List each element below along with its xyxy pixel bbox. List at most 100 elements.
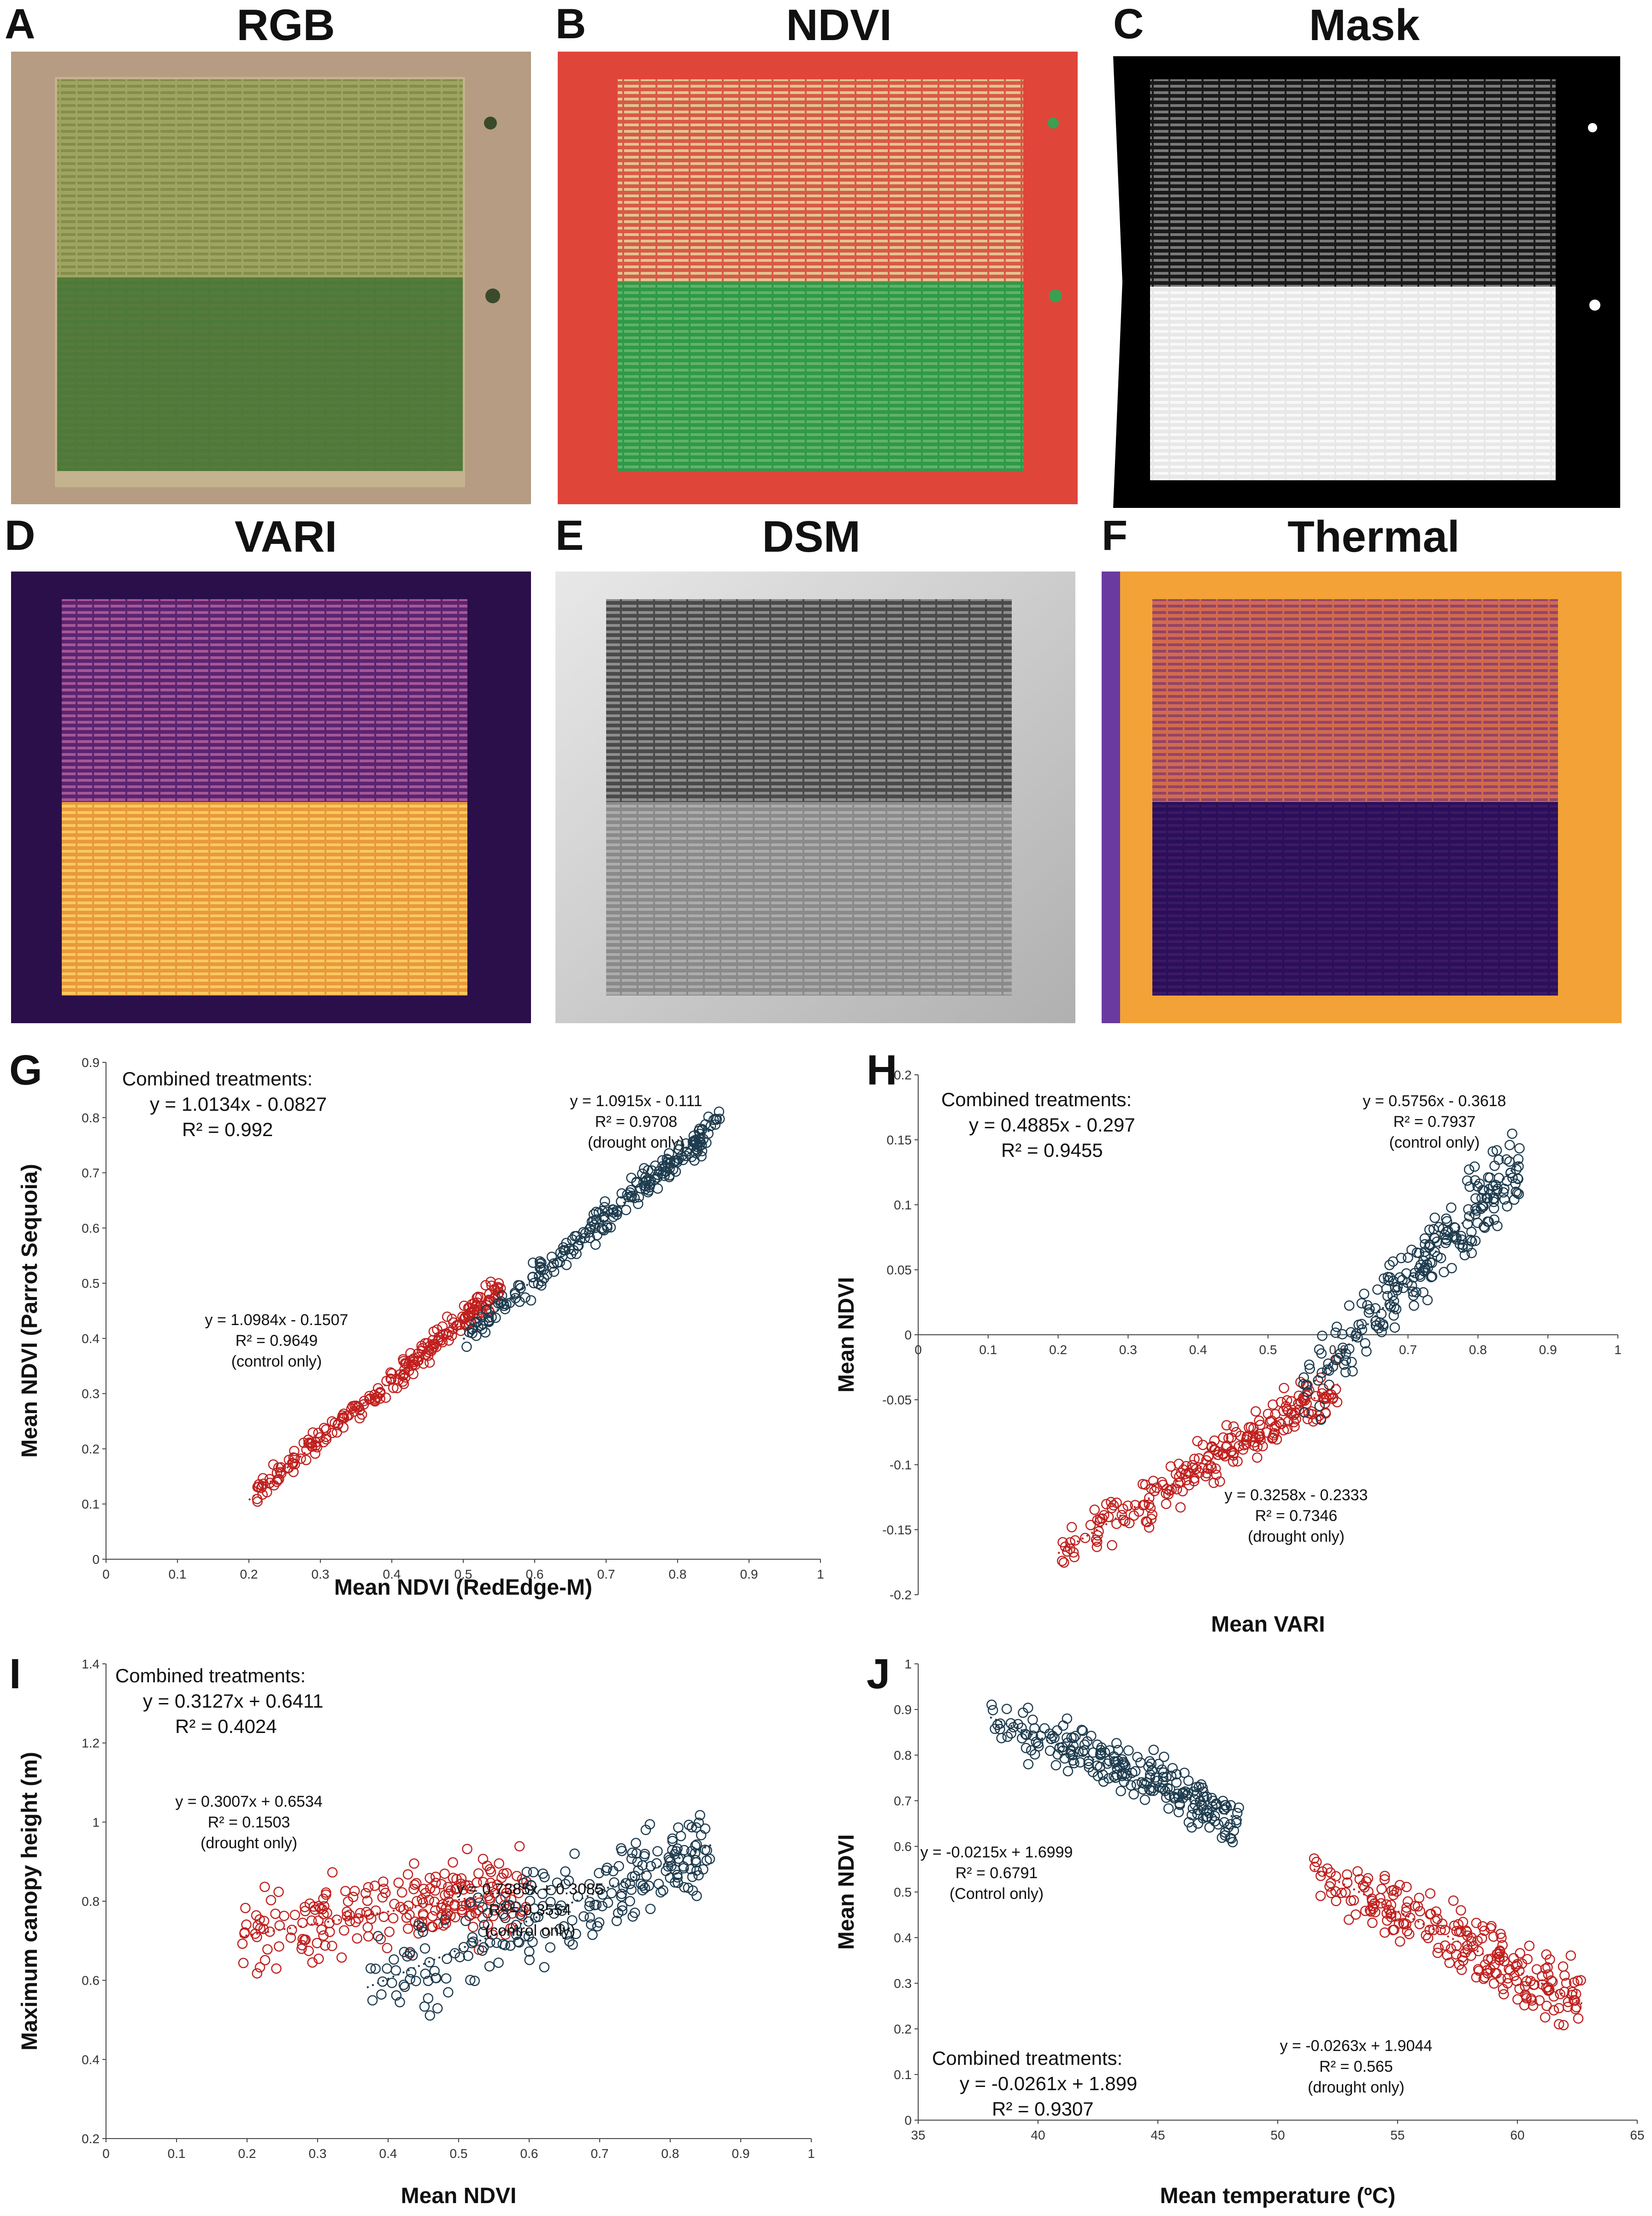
data-point xyxy=(1407,1286,1418,1297)
y-tick-label: 0.6 xyxy=(82,1974,100,1988)
data-point xyxy=(671,1846,682,1856)
data-point xyxy=(1489,1214,1499,1225)
data-point xyxy=(252,1968,262,1979)
data-point xyxy=(1502,1201,1512,1212)
combined-r2: R² = 0.992 xyxy=(182,1119,273,1140)
data-point xyxy=(513,1888,524,1898)
x-tick-label: 0 xyxy=(914,1343,922,1357)
x-axis-title: Mean VARI xyxy=(1211,1612,1325,1637)
data-point xyxy=(1189,1794,1200,1804)
data-point xyxy=(428,1326,439,1337)
data-point xyxy=(505,1940,516,1951)
data-point xyxy=(1474,1965,1484,1976)
data-point xyxy=(1006,1728,1016,1739)
data-point xyxy=(424,1894,434,1905)
data-point xyxy=(1471,1972,1482,1983)
data-point xyxy=(1408,1272,1419,1283)
data-point xyxy=(1062,1732,1072,1743)
data-point xyxy=(1132,1751,1143,1762)
data-point xyxy=(606,1888,617,1898)
data-point xyxy=(1331,1871,1341,1882)
data-point xyxy=(1401,1881,1412,1892)
combined-r2: R² = 0.9307 xyxy=(992,2098,1094,2120)
data-point xyxy=(477,1902,488,1913)
data-point xyxy=(560,1866,571,1877)
x-tick-label: 0.6 xyxy=(520,2146,538,2161)
data-point xyxy=(1489,1161,1500,1171)
data-point xyxy=(285,1932,296,1943)
data-point xyxy=(1304,1359,1315,1370)
data-point xyxy=(1330,1354,1341,1365)
data-point xyxy=(572,1891,583,1902)
data-point xyxy=(1027,1715,1038,1725)
data-point xyxy=(391,1990,402,2001)
data-point xyxy=(626,1853,637,1864)
data-point xyxy=(405,1947,415,1957)
series-r2: R² = 0.9649 xyxy=(236,1332,318,1350)
data-point xyxy=(356,1409,367,1420)
data-point xyxy=(468,1936,478,1947)
data-point xyxy=(511,1929,522,1940)
data-point xyxy=(1389,1322,1400,1333)
data-point xyxy=(1372,1284,1383,1295)
combined-label: Combined treatments: xyxy=(941,1089,1132,1110)
data-point xyxy=(385,1367,396,1378)
data-point xyxy=(413,1352,424,1362)
data-point xyxy=(1198,1786,1209,1797)
data-point xyxy=(316,1924,327,1935)
data-point xyxy=(495,1894,506,1905)
data-point xyxy=(1512,1994,1523,2005)
x-tick-label: 35 xyxy=(911,2128,925,2142)
data-point xyxy=(1233,1802,1244,1813)
y-tick-label: 0.2 xyxy=(82,2132,100,2146)
data-point xyxy=(1076,1725,1087,1735)
y-axis-title: Maximum canopy height (m) xyxy=(18,1752,42,2051)
data-point xyxy=(478,1319,489,1329)
x-tick-label: 0.4 xyxy=(383,1567,401,1581)
data-point xyxy=(700,1119,711,1130)
data-point xyxy=(1065,1749,1076,1759)
data-point xyxy=(1495,1928,1506,1939)
data-point xyxy=(442,1953,452,1964)
data-point xyxy=(313,1953,324,1964)
data-point xyxy=(1572,1975,1583,1986)
data-point xyxy=(1414,1248,1424,1259)
data-point xyxy=(1050,1760,1062,1771)
data-point xyxy=(1082,1736,1092,1747)
data-point xyxy=(599,1225,609,1236)
data-point xyxy=(1315,1891,1326,1901)
y-tick-label: 0.8 xyxy=(82,1111,100,1125)
data-point xyxy=(479,1920,490,1930)
data-point xyxy=(393,1877,404,1888)
data-point xyxy=(1221,1420,1232,1431)
data-point xyxy=(274,1920,285,1931)
data-point xyxy=(525,1896,536,1906)
data-point xyxy=(579,1232,590,1244)
data-point xyxy=(1371,1320,1382,1331)
series-drought-only xyxy=(237,1841,532,1979)
data-point xyxy=(1080,1532,1091,1544)
data-point xyxy=(1464,1211,1475,1222)
data-point xyxy=(1173,1478,1184,1488)
data-point xyxy=(1278,1425,1289,1436)
data-point xyxy=(327,1416,337,1427)
data-point xyxy=(1414,1892,1425,1904)
panel-title-mask: Mask xyxy=(1309,0,1420,50)
data-point xyxy=(593,1207,604,1218)
data-point xyxy=(370,1963,381,1974)
data-point xyxy=(1573,2013,1584,2024)
chart-g: 0 0.1 0.2 0.3 0.4 0.5 0.6 0.7 0.8 0.9 1 0 0.1 0.2 0.3 0… xyxy=(0,1046,826,1636)
data-point xyxy=(1541,1949,1552,1960)
data-point xyxy=(566,1249,577,1260)
data-point xyxy=(1111,1738,1122,1749)
x-tick-label: 0.7 xyxy=(1399,1343,1417,1357)
data-point xyxy=(696,1830,707,1840)
data-point xyxy=(1325,1878,1336,1889)
data-point xyxy=(1488,1931,1499,1942)
y-tick-label: 0.5 xyxy=(894,1885,912,1899)
data-point xyxy=(448,1857,458,1868)
data-point xyxy=(584,1879,595,1890)
data-point xyxy=(1107,1540,1117,1550)
data-point xyxy=(1340,1367,1351,1378)
data-point xyxy=(489,1905,500,1916)
